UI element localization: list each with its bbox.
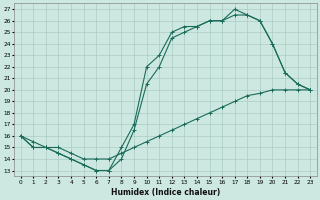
X-axis label: Humidex (Indice chaleur): Humidex (Indice chaleur) (111, 188, 220, 197)
